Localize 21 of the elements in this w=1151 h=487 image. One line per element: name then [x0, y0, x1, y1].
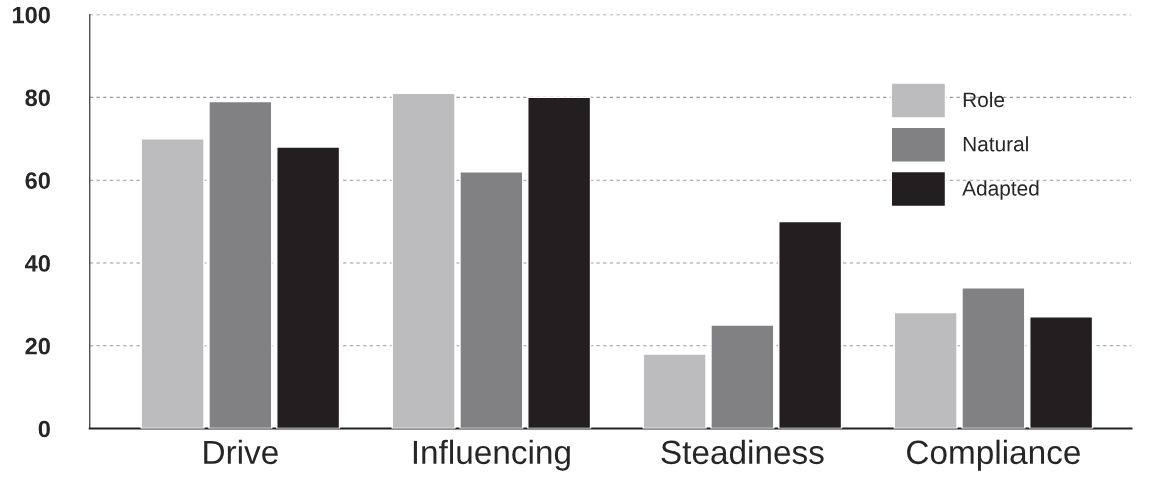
- bar: [140, 138, 205, 429]
- bar: [391, 92, 456, 429]
- y-tick-label: 60: [25, 172, 50, 189]
- bar: [459, 171, 524, 429]
- bar: [710, 324, 775, 429]
- y-tick-label: 20: [25, 337, 50, 355]
- x-tick-label: Compliance: [907, 439, 1080, 471]
- legend-label: Role: [963, 91, 1005, 108]
- x-tick-label: Steadiness: [661, 439, 824, 465]
- y-tick-label: 80: [25, 89, 50, 107]
- bar: [642, 353, 707, 429]
- y-tick-label: 0: [38, 420, 50, 438]
- y-tick-label: 40: [24, 255, 50, 272]
- bar: [961, 287, 1026, 429]
- legend-label: Adapted: [962, 180, 1039, 200]
- bar: [893, 311, 958, 429]
- x-tick-label: Influencing: [413, 439, 570, 471]
- x-tick-label: Drive: [204, 439, 278, 465]
- bar: [208, 100, 273, 429]
- legend-label: Natural: [963, 136, 1028, 152]
- y-tick-label: 100: [12, 6, 50, 24]
